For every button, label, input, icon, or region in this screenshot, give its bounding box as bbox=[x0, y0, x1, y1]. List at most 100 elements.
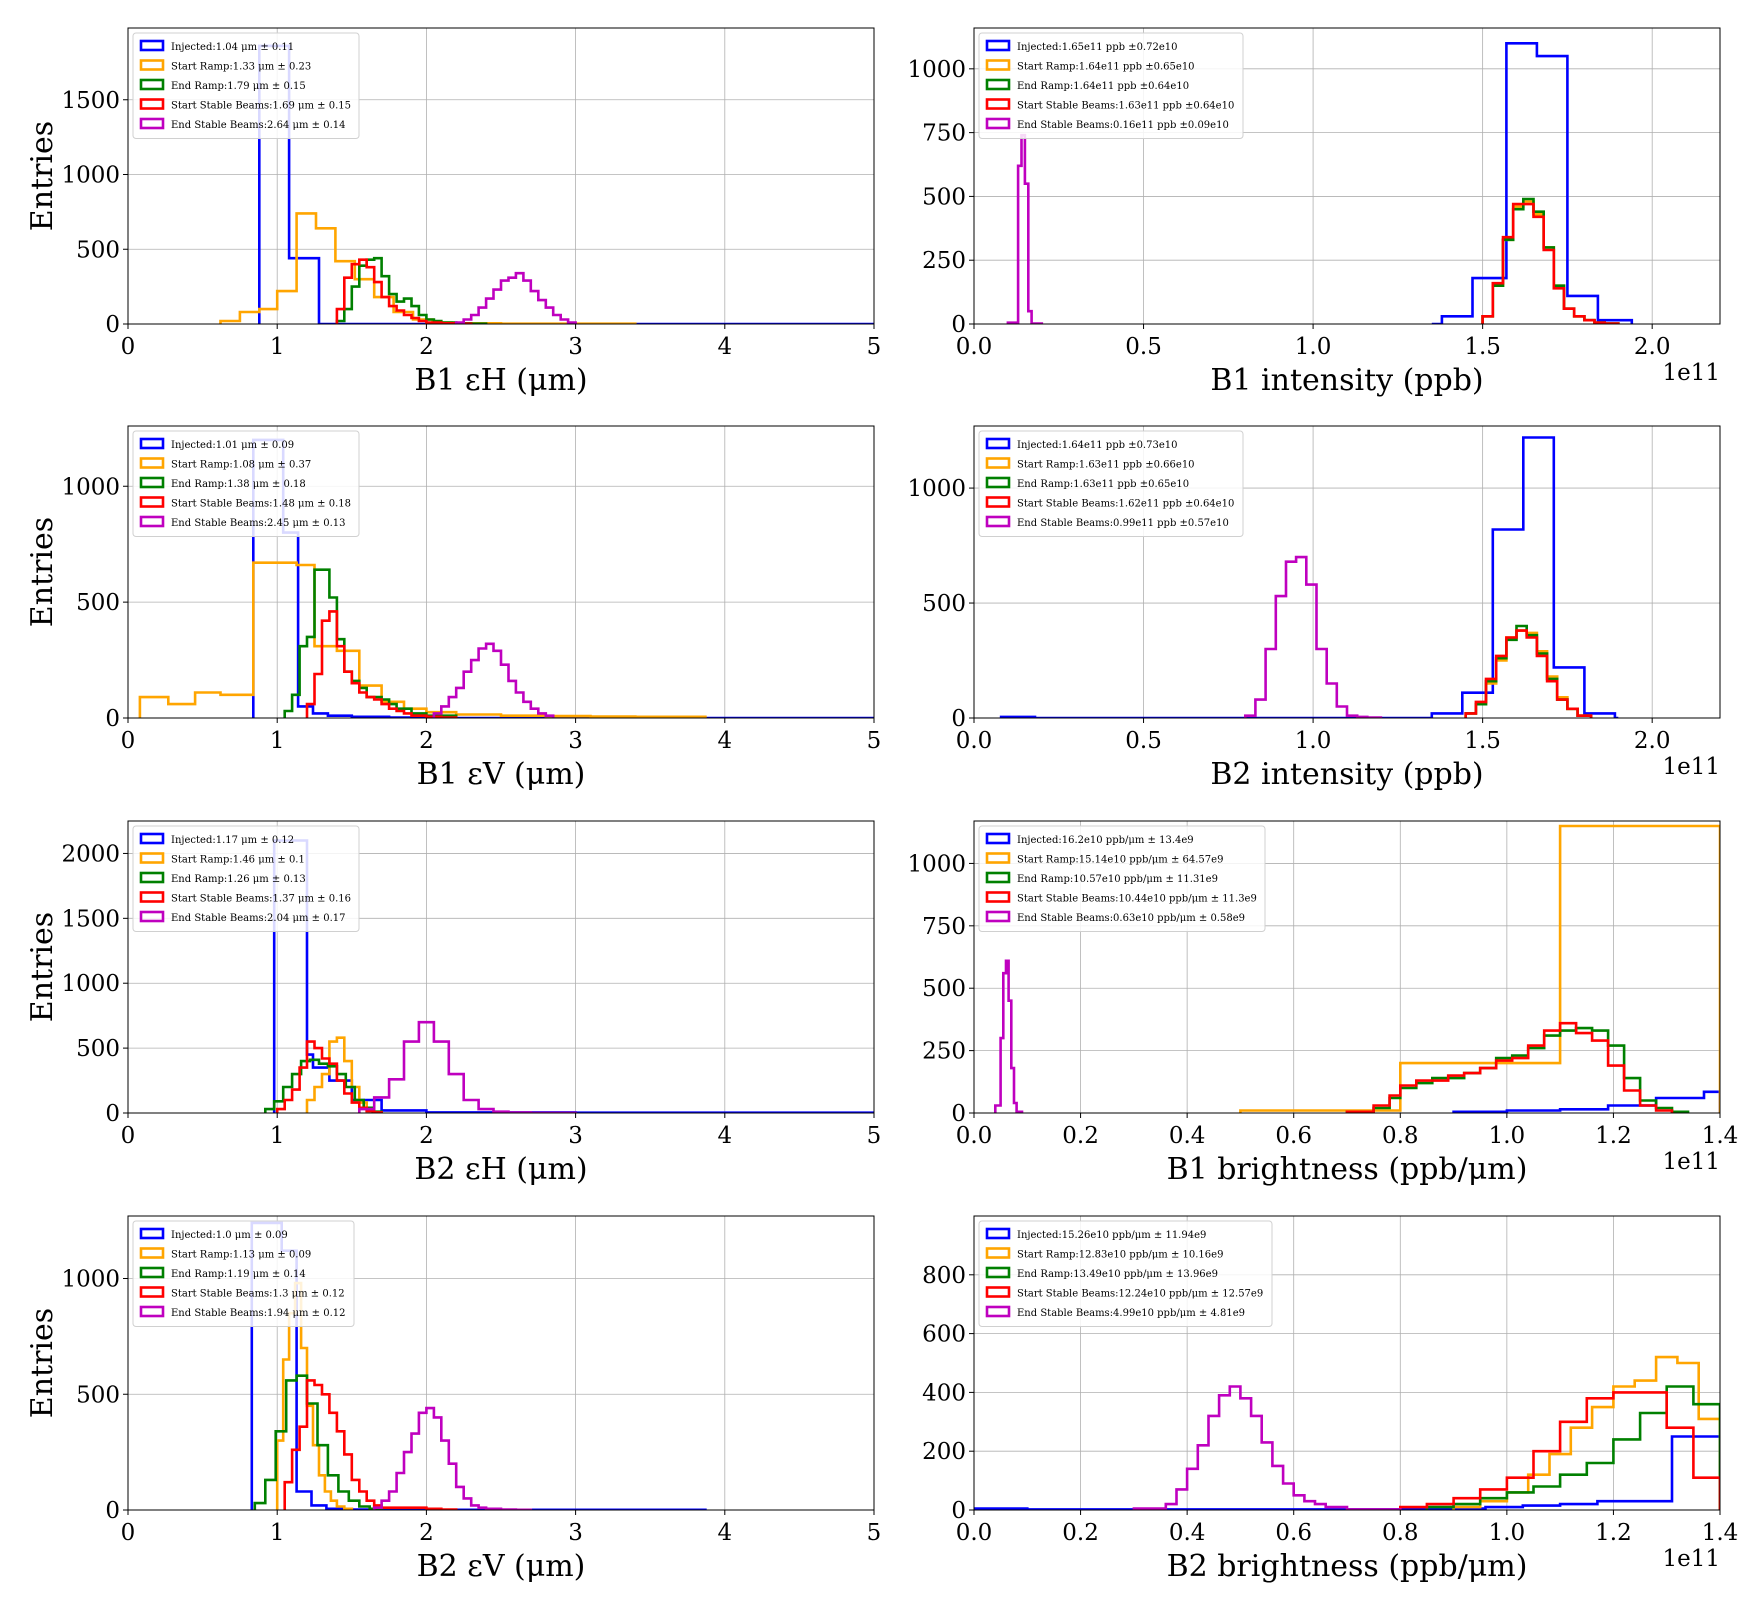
legend-swatch bbox=[985, 457, 1011, 469]
legend-entry: Start Stable Beams:1.3 μm ± 0.12 bbox=[171, 1289, 345, 1300]
axes-frame bbox=[127, 1215, 875, 1511]
legend-entry: End Ramp:10.57e10 ppb/μm ± 11.31e9 bbox=[1017, 874, 1218, 885]
y-tick-label: 0 bbox=[951, 1101, 966, 1127]
panel-2: 0 1 2 3 4 5 0 500 1000 B1 εV (μm) Entries Injected:… bbox=[25, 425, 881, 792]
legend-box bbox=[978, 430, 1244, 537]
legend-entry: End Stable Beams:1.94 μm ± 0.12 bbox=[171, 1308, 346, 1319]
x-tick-label: 2 bbox=[419, 1520, 434, 1546]
x-tick-label: 4 bbox=[717, 1123, 732, 1149]
x-axis-label: B2 brightness (ppb/μm) bbox=[1167, 1549, 1528, 1584]
legend-box bbox=[132, 1220, 355, 1327]
panel-4: 0 1 2 3 4 5 0 500 1000 1500 2000 B2 εH (μm) Entries I… bbox=[25, 820, 881, 1187]
legend-entry: End Ramp:1.19 μm ± 0.14 bbox=[171, 1269, 306, 1280]
legend-entry: Start Ramp:1.63e11 ppb ±0.66e10 bbox=[1017, 460, 1195, 471]
legend-box bbox=[978, 825, 1266, 932]
legend-entry: Start Ramp:1.33 μm ± 0.23 bbox=[171, 62, 311, 73]
y-tick-label: 0 bbox=[105, 1498, 120, 1524]
x-tick-label: 0.8 bbox=[1382, 1520, 1419, 1546]
x-tick-label: 1.0 bbox=[1489, 1520, 1526, 1546]
histogram-series-4 bbox=[372, 1406, 533, 1510]
legend-swatch bbox=[985, 476, 1011, 489]
histogram-series-3 bbox=[1464, 629, 1593, 718]
x-tick-label: 0.6 bbox=[1275, 1123, 1312, 1149]
x-tick-label: 0.0 bbox=[956, 334, 993, 360]
x-axis-label: B2 εV (μm) bbox=[417, 1549, 586, 1584]
x-tick-label: 0.2 bbox=[1062, 1520, 1099, 1546]
legend-entry: End Stable Beams:0.63e10 ppb/μm ± 0.58e9 bbox=[1017, 913, 1245, 924]
y-tick-label: 1000 bbox=[61, 163, 120, 189]
legend-swatch bbox=[985, 78, 1011, 91]
x-tick-label: 1 bbox=[270, 728, 285, 754]
legend: Injected:15.26e10 ppb/μm ± 11.94e9 Start … bbox=[978, 1220, 1273, 1327]
legend-swatch bbox=[985, 98, 1011, 110]
legend-swatch bbox=[139, 1286, 165, 1298]
y-tick-label: 750 bbox=[922, 121, 966, 147]
x-tick-label: 1.2 bbox=[1595, 1123, 1632, 1149]
x-tick-label: 4 bbox=[717, 334, 732, 360]
x-tick-label: 1 bbox=[270, 1520, 285, 1546]
panel-1: 0.0 0.5 1.0 1.5 2.0 0 250 500 750 1000 B1 intensit… bbox=[907, 27, 1721, 398]
axes-frame bbox=[973, 1215, 1721, 1511]
x-tick-label: 2.0 bbox=[1634, 334, 1671, 360]
x-tick-label: 0 bbox=[121, 1123, 136, 1149]
legend-entry: Start Ramp:15.14e10 ppb/μm ± 64.57e9 bbox=[1017, 855, 1223, 866]
legend: Injected:1.65e11 ppb ±0.72e10 Start Ramp:… bbox=[978, 32, 1244, 139]
legend-swatch bbox=[985, 1247, 1011, 1259]
histogram-series-2 bbox=[264, 1058, 383, 1113]
x-tick-label: 3 bbox=[568, 1520, 583, 1546]
y-tick-label: 1000 bbox=[61, 971, 120, 997]
x-tick-label: 4 bbox=[717, 728, 732, 754]
histogram-series-1 bbox=[138, 561, 707, 718]
histogram-series-2 bbox=[283, 568, 458, 718]
legend-entry: Injected:1.01 μm ± 0.09 bbox=[171, 440, 294, 451]
x-tick-label: 2 bbox=[419, 334, 434, 360]
legend-entry: End Ramp:1.63e11 ppb ±0.65e10 bbox=[1017, 479, 1189, 490]
y-tick-label: 0 bbox=[105, 706, 120, 732]
histogram-series-4 bbox=[454, 271, 577, 324]
legend-entry: End Stable Beams:0.16e11 ppb ±0.09e10 bbox=[1017, 120, 1229, 131]
legend-swatch bbox=[139, 59, 165, 71]
y-tick-label: 500 bbox=[76, 1036, 120, 1062]
x-tick-label: 1.0 bbox=[1295, 334, 1332, 360]
y-tick-label: 500 bbox=[76, 1382, 120, 1408]
y-axis-label: Entries bbox=[25, 121, 60, 231]
legend-entry: End Ramp:1.79 μm ± 0.15 bbox=[171, 81, 306, 92]
histogram-series-0 bbox=[999, 436, 1619, 718]
y-axis-label: Entries bbox=[25, 1308, 60, 1418]
x-tick-label: 3 bbox=[568, 1123, 583, 1149]
legend-entry: End Ramp:1.26 μm ± 0.13 bbox=[171, 874, 306, 885]
x-axis-label: B1 brightness (ppb/μm) bbox=[1167, 1152, 1528, 1187]
panel-7: 0.0 0.2 0.4 0.6 0.8 1.0 1.2 1.4 0 200 400 600 800 B2 … bbox=[922, 1215, 1739, 1584]
x-tick-label: 2 bbox=[419, 728, 434, 754]
series-group bbox=[974, 1355, 1720, 1510]
x-axis-label: B2 εH (μm) bbox=[414, 1152, 587, 1187]
x-tick-label: 1 bbox=[270, 334, 285, 360]
legend-swatch bbox=[139, 871, 165, 884]
legend-entry: Start Stable Beams:10.44e10 ppb/μm ± 11.… bbox=[1017, 894, 1257, 905]
histogram-series-4 bbox=[1244, 555, 1383, 718]
legend-swatch bbox=[985, 39, 1011, 52]
legend-swatch bbox=[985, 1286, 1011, 1298]
legend-entry: Start Ramp:1.46 μm ± 0.1 bbox=[171, 855, 305, 866]
y-tick-label: 2000 bbox=[61, 841, 120, 867]
x-tick-label: 1.4 bbox=[1702, 1520, 1739, 1546]
legend-entry: Injected:16.2e10 ppb/μm ± 13.4e9 bbox=[1017, 835, 1194, 846]
legend: Injected:1.64e11 ppb ±0.73e10 Start Ramp:… bbox=[978, 430, 1244, 537]
legend-entry: Injected:15.26e10 ppb/μm ± 11.94e9 bbox=[1017, 1230, 1206, 1241]
histogram-series-4 bbox=[358, 1020, 577, 1113]
axes-frame bbox=[973, 27, 1721, 325]
y-tick-label: 200 bbox=[922, 1439, 966, 1465]
histogram-series-0 bbox=[1452, 1090, 1720, 1113]
histogram-series-3 bbox=[335, 258, 473, 324]
legend-entry: Start Ramp:12.83e10 ppb/μm ± 10.16e9 bbox=[1017, 1250, 1223, 1261]
y-tick-label: 600 bbox=[922, 1322, 966, 1348]
legend-swatch bbox=[985, 910, 1011, 923]
legend-swatch bbox=[139, 39, 165, 52]
x-tick-label: 1.5 bbox=[1464, 334, 1501, 360]
legend-swatch bbox=[139, 1227, 165, 1240]
y-tick-label: 800 bbox=[922, 1263, 966, 1289]
legend-box bbox=[132, 825, 360, 932]
x-tick-label: 1.0 bbox=[1295, 728, 1332, 754]
x-tick-label: 1.0 bbox=[1489, 1123, 1526, 1149]
